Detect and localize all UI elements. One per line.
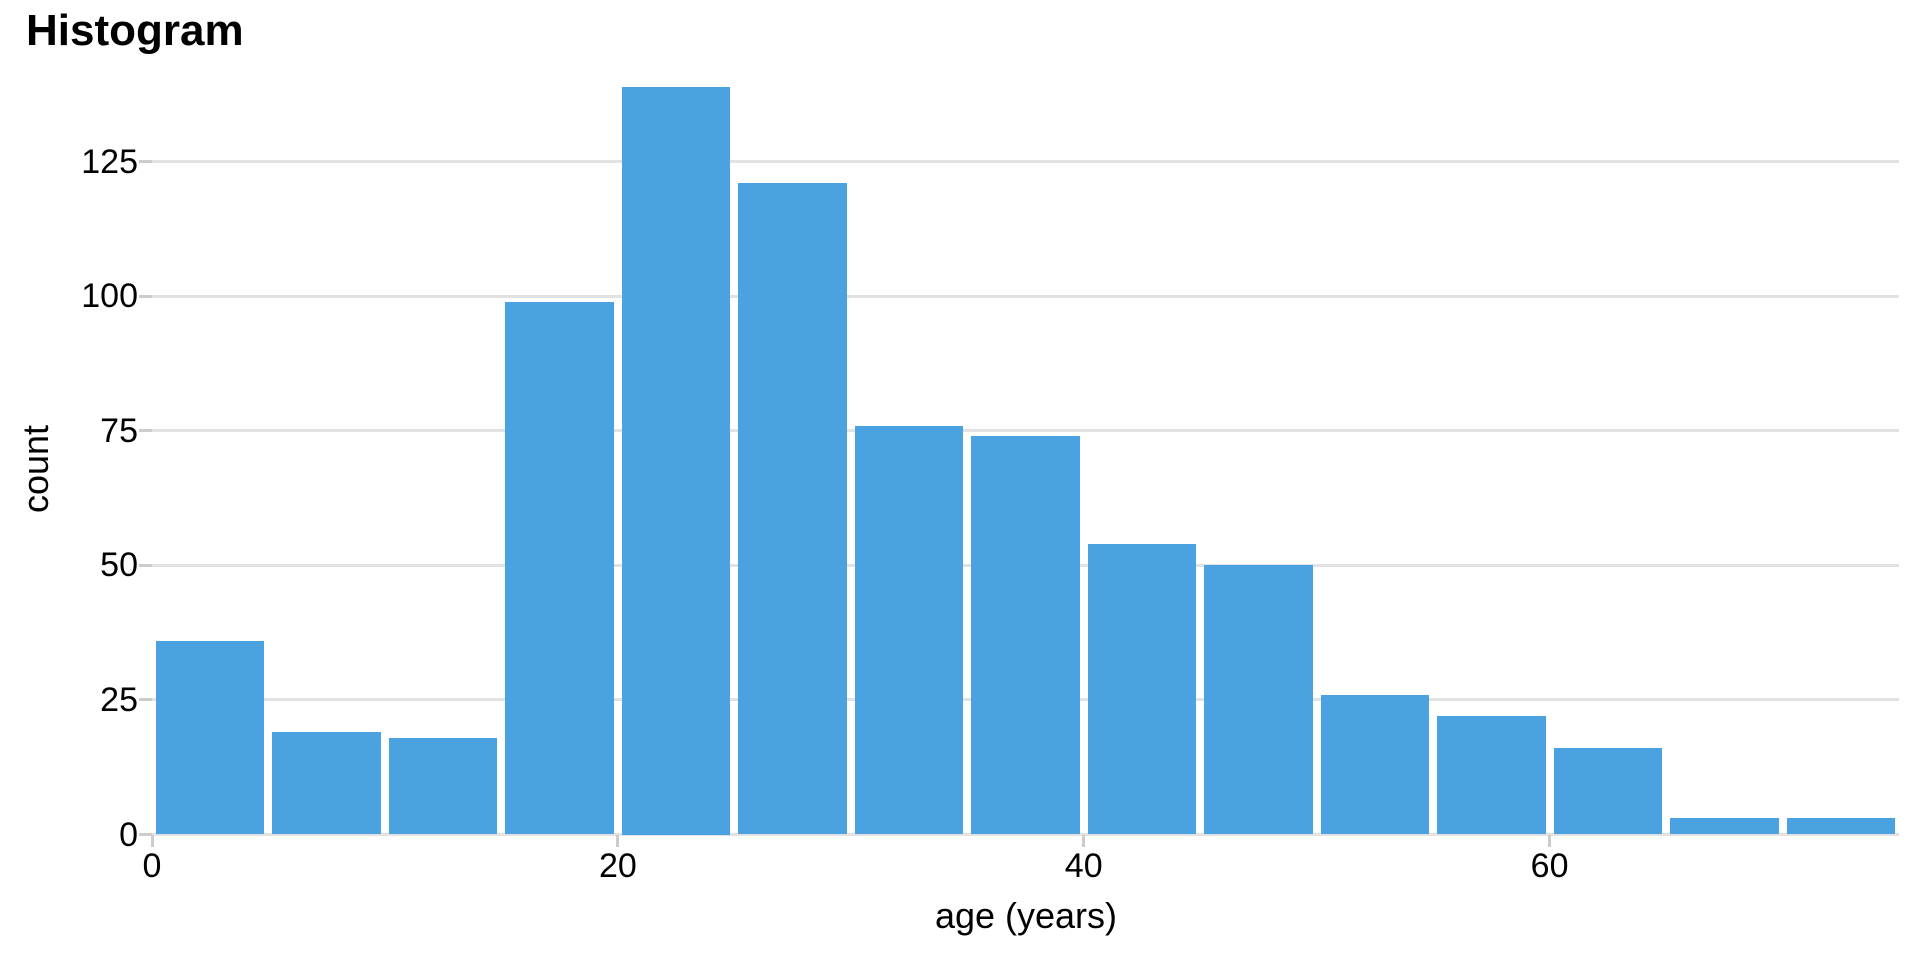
histogram-bar: [1087, 543, 1197, 835]
x-tick-label: 0: [142, 847, 162, 885]
y-tick-label: 125: [81, 142, 138, 181]
histogram-bar: [388, 737, 498, 835]
histogram-bar: [1670, 818, 1779, 835]
x-tick-mark: [1548, 834, 1552, 847]
y-tick-label: 25: [100, 680, 138, 719]
y-tick-label: 75: [100, 411, 138, 450]
y-gridline: [152, 294, 1899, 298]
x-tick-mark: [1082, 834, 1086, 847]
x-tick-label: 60: [1530, 847, 1569, 885]
histogram-bar: [738, 183, 847, 835]
histogram-bar: [505, 301, 614, 835]
histogram-bar: [1553, 748, 1663, 835]
y-tick-mark: [139, 698, 152, 702]
histogram-bar: [1786, 818, 1895, 835]
x-tick-label: 20: [598, 847, 637, 885]
y-tick-mark: [139, 833, 152, 836]
x-tick-mark: [616, 834, 620, 847]
y-tick-label: 0: [119, 815, 138, 854]
histogram-bar: [971, 436, 1080, 835]
chart-title: Histogram: [26, 6, 244, 55]
y-tick-mark: [139, 563, 152, 567]
x-axis-title: age (years): [934, 895, 1118, 936]
y-gridline: [152, 429, 1899, 433]
y-tick-label: 50: [100, 546, 138, 585]
x-tick-label: 40: [1064, 847, 1103, 885]
y-tick-mark: [139, 294, 152, 298]
y-axis-title: count: [15, 424, 56, 514]
y-tick-label: 100: [81, 277, 138, 316]
x-tick-mark: [150, 834, 154, 847]
histogram-bar: [854, 425, 964, 835]
y-tick-mark: [139, 160, 152, 164]
histogram-bar: [272, 732, 381, 835]
y-gridline: [152, 833, 1899, 836]
histogram-bar: [1437, 716, 1546, 835]
histogram-bar: [1320, 694, 1430, 835]
histogram-bar: [156, 640, 265, 835]
y-gridline: [152, 160, 1899, 164]
histogram-bar: [1204, 565, 1313, 835]
y-tick-mark: [139, 429, 152, 433]
histogram-bar: [621, 86, 731, 835]
